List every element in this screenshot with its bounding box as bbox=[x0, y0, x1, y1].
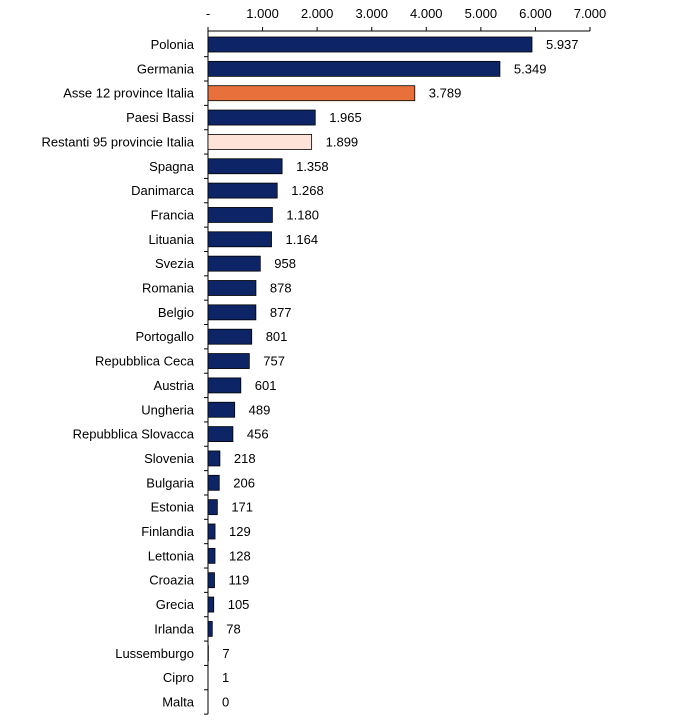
value-label: 78 bbox=[226, 621, 240, 636]
category-label: Belgio bbox=[158, 305, 194, 320]
bar-finlandia bbox=[207, 523, 216, 540]
bar-asse-12-province-italia bbox=[207, 85, 416, 102]
value-label: 7 bbox=[222, 646, 229, 661]
category-label: Cipro bbox=[163, 670, 194, 685]
category-label: Francia bbox=[151, 207, 195, 222]
bar-irlanda bbox=[207, 621, 213, 637]
value-label: 1 bbox=[222, 670, 229, 685]
category-labels: Polonia Germania Asse 12 province Italia Pa… bbox=[42, 37, 195, 709]
bar-spagna bbox=[207, 158, 283, 175]
category-label: Spagna bbox=[149, 159, 195, 174]
bar-repubblica-slovacca bbox=[207, 426, 234, 443]
bar-lettonia bbox=[207, 547, 216, 564]
category-label: Repubblica Ceca bbox=[95, 354, 195, 369]
x-tick-label: 1.000 bbox=[246, 6, 279, 21]
value-label: 1.965 bbox=[329, 110, 362, 125]
x-tick-label: 2.000 bbox=[301, 6, 334, 21]
value-label: 601 bbox=[255, 378, 277, 393]
bar-grecia bbox=[207, 596, 215, 613]
category-label: Danimarca bbox=[131, 183, 195, 198]
value-label: 218 bbox=[234, 451, 256, 466]
category-label: Austria bbox=[154, 378, 195, 393]
category-label: Lettonia bbox=[148, 548, 195, 563]
category-label: Svezia bbox=[155, 256, 195, 271]
category-label: Lituania bbox=[148, 232, 194, 247]
bar-repubblica-ceca bbox=[207, 353, 250, 369]
value-label: 1.899 bbox=[326, 134, 359, 149]
bar-paesi-bassi bbox=[207, 109, 316, 126]
bar-portogallo bbox=[207, 328, 253, 345]
x-axis: - 1.000 2.000 3.000 4.000 5.000 6.000 7.000 bbox=[206, 6, 607, 32]
category-label: Croazia bbox=[149, 573, 195, 588]
value-label: 128 bbox=[229, 548, 251, 563]
bar-bulgaria bbox=[207, 474, 220, 491]
category-label: Germania bbox=[137, 61, 195, 76]
bar-croazia bbox=[207, 572, 215, 589]
bar-lituania bbox=[207, 231, 272, 248]
category-label: Restanti 95 provincie Italia bbox=[42, 134, 195, 149]
bar-slovenia bbox=[207, 450, 221, 467]
category-label: Estonia bbox=[151, 500, 195, 515]
value-label: 171 bbox=[231, 500, 253, 515]
value-label: 119 bbox=[228, 573, 249, 588]
value-label: 105 bbox=[228, 597, 250, 612]
value-label: 206 bbox=[233, 475, 255, 490]
category-label: Malta bbox=[162, 694, 195, 709]
x-tick-label: 7.000 bbox=[574, 6, 607, 21]
value-label: 5.937 bbox=[546, 37, 579, 52]
value-label: 877 bbox=[270, 305, 292, 320]
value-label: 1.358 bbox=[296, 159, 329, 174]
bar-polonia bbox=[207, 36, 533, 53]
bar-svezia bbox=[207, 255, 261, 272]
category-label: Finlandia bbox=[141, 524, 195, 539]
bar-ungheria bbox=[207, 401, 236, 418]
category-label: Asse 12 province Italia bbox=[63, 86, 195, 101]
value-label: 757 bbox=[263, 354, 285, 369]
value-label: 1.180 bbox=[286, 207, 319, 222]
x-tick-label: 4.000 bbox=[410, 6, 443, 21]
y-axis bbox=[204, 31, 209, 715]
value-label: 456 bbox=[247, 427, 269, 442]
bar-francia bbox=[207, 207, 273, 223]
category-label: Grecia bbox=[156, 597, 195, 612]
category-label: Romania bbox=[142, 281, 195, 296]
bar-austria bbox=[207, 377, 242, 394]
x-tick-label: 6.000 bbox=[519, 6, 552, 21]
value-label: 3.789 bbox=[429, 86, 462, 101]
category-label: Lussemburgo bbox=[115, 646, 194, 661]
bar-romania bbox=[207, 280, 257, 296]
value-label: 129 bbox=[229, 524, 251, 539]
x-tick-label: 5.000 bbox=[465, 6, 498, 21]
category-label: Portogallo bbox=[135, 329, 194, 344]
value-label: 5.349 bbox=[514, 61, 547, 76]
category-label: Slovenia bbox=[144, 451, 195, 466]
category-label: Ungheria bbox=[141, 402, 195, 417]
value-label: 1.268 bbox=[291, 183, 324, 198]
value-label: 878 bbox=[270, 281, 292, 296]
bar-restanti-95-provincie-italia bbox=[207, 133, 313, 150]
bar-belgio bbox=[207, 304, 257, 321]
category-label: Polonia bbox=[151, 37, 195, 52]
value-label: 1.164 bbox=[286, 232, 319, 247]
x-tick-label: 3.000 bbox=[355, 6, 388, 21]
bars bbox=[207, 36, 533, 662]
category-label: Bulgaria bbox=[146, 475, 194, 490]
value-label: 958 bbox=[274, 256, 296, 271]
bar-estonia bbox=[207, 499, 218, 516]
category-label: Repubblica Slovacca bbox=[73, 427, 195, 442]
category-label: Paesi Bassi bbox=[126, 110, 194, 125]
category-label: Irlanda bbox=[154, 621, 195, 636]
value-labels: 5.937 5.349 3.789 1.965 1.899 1.358 1.268 1.180… bbox=[222, 37, 579, 709]
value-label: 801 bbox=[266, 329, 288, 344]
value-label: 489 bbox=[249, 402, 271, 417]
value-label: 0 bbox=[222, 694, 229, 709]
bar-germania bbox=[207, 60, 501, 77]
bar-danimarca bbox=[207, 182, 278, 199]
x-tick-label: - bbox=[206, 6, 210, 21]
